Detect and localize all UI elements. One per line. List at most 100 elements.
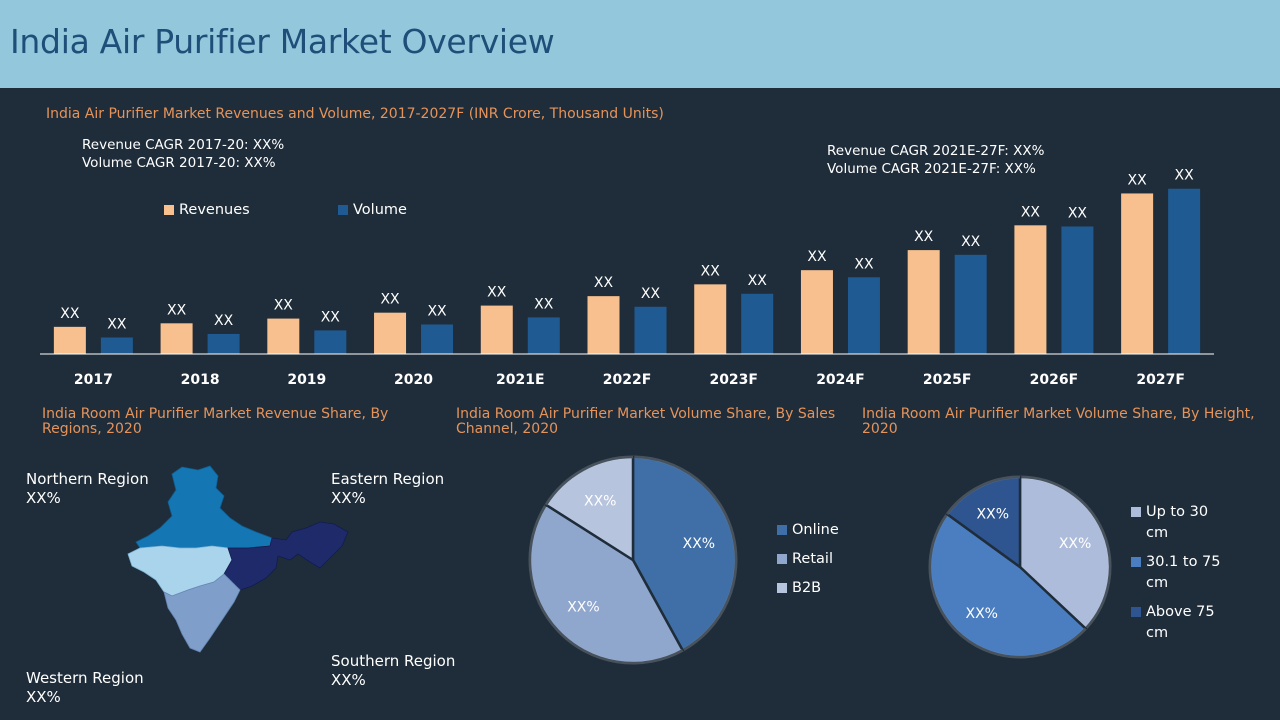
bar-chart: XX XX 2017 XX XX 2018 XX XX 2019 XX XX 2020 XX XX 2021…	[40, 168, 1214, 388]
x-tick-2024F: 2024F	[816, 372, 865, 388]
x-tick-2027F: 2027F	[1136, 372, 1185, 388]
bar-revenue-2026F	[1014, 225, 1047, 354]
data-label-volume-2025F: XX	[961, 234, 981, 250]
bar-volume-2025F	[954, 254, 987, 354]
page-title: India Air Purifier Market Overview	[10, 22, 555, 61]
pie1-legend-swatch-0	[777, 525, 787, 535]
bar-volume-2026F	[1061, 226, 1094, 354]
data-label-revenue-2020: XX	[380, 292, 400, 308]
cagr-right-revenue: Revenue CAGR 2021E-27F: XX%	[827, 143, 1045, 159]
pie1-slice-edge-2	[544, 455, 634, 506]
pie1-slice-label-0: XX%	[683, 536, 715, 552]
pie1-legend-label-0: Online	[792, 522, 839, 538]
pie2-legend-item-2: Above 75 cm	[1131, 602, 1226, 644]
pie2-slice-label-2: XX%	[977, 507, 1009, 523]
pie1-slice-edge-0	[632, 455, 738, 652]
pie2-legend-swatch-2	[1131, 607, 1141, 617]
data-label-volume-2024F: XX	[854, 256, 874, 272]
map-eastern-region	[223, 521, 349, 591]
pie1-slice-2	[544, 455, 635, 563]
bar-volume-2023F	[741, 293, 774, 354]
pie2-title: India Room Air Purifier Market Volume Sh…	[862, 406, 1255, 437]
data-label-revenue-2021E: XX	[487, 285, 507, 301]
data-label-volume-2021E: XX	[534, 296, 554, 312]
pie2-legend-label-2: Above 75 cm	[1146, 604, 1215, 641]
legend-label-volume: Volume	[353, 202, 407, 218]
bar-revenue-2027F	[1121, 193, 1154, 354]
pie1-title: India Room Air Purifier Market Volume Sh…	[456, 406, 836, 437]
x-tick-2019: 2019	[287, 372, 326, 388]
x-tick-2021E: 2021E	[496, 372, 545, 388]
pie1-slice-edge-1	[528, 504, 684, 665]
pie1-legend-label-1: Retail	[792, 551, 833, 567]
legend-swatch-revenues	[164, 205, 174, 215]
data-label-revenue-2019: XX	[274, 298, 294, 314]
x-tick-2020: 2020	[394, 372, 433, 388]
header-bar: India Air Purifier Market Overview	[0, 0, 1280, 88]
pie2-slice-2	[945, 475, 1022, 570]
bar-revenue-2023F	[694, 284, 727, 354]
data-label-revenue-2025F: XX	[914, 229, 934, 245]
bar-volume-2020	[421, 324, 454, 354]
data-label-revenue-2018: XX	[167, 302, 187, 318]
southern-region-name: Southern Region	[331, 652, 456, 670]
pie2-legend-item-0: Up to 30 cm	[1131, 502, 1226, 544]
india-map	[127, 465, 349, 653]
bar-revenue-2021E	[480, 305, 513, 354]
bar-revenue-2024F	[800, 270, 833, 354]
data-label-volume-2017: XX	[107, 316, 127, 332]
data-label-revenue-2017: XX	[60, 306, 80, 322]
map-northern-region	[135, 465, 273, 549]
data-label-revenue-2027F: XX	[1128, 172, 1148, 188]
bar-volume-2021E	[527, 317, 560, 354]
bar-revenue-2020	[374, 312, 407, 354]
bar-revenue-2019	[267, 318, 300, 354]
data-label-volume-2018: XX	[214, 313, 234, 329]
data-label-revenue-2024F: XX	[807, 249, 827, 265]
legend-swatch-volume	[338, 205, 348, 215]
pie1-legend-item-2: B2B	[777, 578, 887, 599]
pie2-slice-0	[1018, 475, 1112, 631]
x-tick-2022F: 2022F	[603, 372, 652, 388]
eastern-region-name: Eastern Region	[331, 470, 445, 488]
western-region-name: Western Region	[26, 669, 144, 687]
bar-revenue-2017	[53, 326, 86, 354]
pie1-legend-label-2: B2B	[792, 580, 822, 596]
pie2-legend-label-1: 30.1 to 75 cm	[1146, 554, 1221, 591]
western-region-value: XX%	[26, 688, 61, 706]
pie1-legend-item-0: Online	[777, 520, 887, 541]
pie1-slice-label-2: XX%	[584, 493, 616, 509]
data-label-volume-2027F: XX	[1175, 168, 1195, 184]
southern-region-value: XX%	[331, 671, 366, 689]
bar-volume-2017	[100, 337, 133, 354]
pie1-legend-swatch-2	[777, 583, 787, 593]
pie2-slice-edge-1	[928, 513, 1087, 659]
pie2-legend-label-0: Up to 30 cm	[1146, 504, 1209, 541]
bar-chart-title: India Air Purifier Market Revenues and V…	[46, 106, 664, 122]
map-title: India Room Air Purifier Market Revenue S…	[42, 406, 389, 437]
data-label-revenue-2023F: XX	[701, 263, 721, 279]
x-tick-2017: 2017	[74, 372, 113, 388]
bar-revenue-2022F	[587, 296, 620, 354]
northern-region-value: XX%	[26, 489, 61, 507]
bar-volume-2019	[314, 330, 347, 354]
data-label-volume-2022F: XX	[641, 286, 661, 302]
pie1-slice-label-1: XX%	[567, 600, 599, 616]
pie2-legend-swatch-1	[1131, 557, 1141, 567]
northern-region-name: Northern Region	[26, 470, 149, 488]
pie1-slice-1	[528, 503, 685, 665]
data-label-revenue-2022F: XX	[594, 275, 614, 291]
cagr-right-volume: Volume CAGR 2021E-27F: XX%	[827, 161, 1036, 177]
bar-revenue-2018	[160, 323, 193, 354]
pie2-legend-swatch-0	[1131, 507, 1141, 517]
pie1-slice-0	[631, 455, 738, 652]
pie2-legend-item-1: 30.1 to 75 cm	[1131, 552, 1226, 594]
pie2-slice-edge-0	[1019, 475, 1112, 630]
legend-label-revenues: Revenues	[179, 202, 250, 218]
bar-volume-2024F	[847, 277, 880, 354]
data-label-volume-2020: XX	[427, 303, 447, 319]
cagr-left-volume: Volume CAGR 2017-20: XX%	[82, 155, 276, 171]
x-tick-2026F: 2026F	[1030, 372, 1079, 388]
pie1-legend-swatch-1	[777, 554, 787, 564]
pie1-legend-item-1: Retail	[777, 549, 887, 570]
